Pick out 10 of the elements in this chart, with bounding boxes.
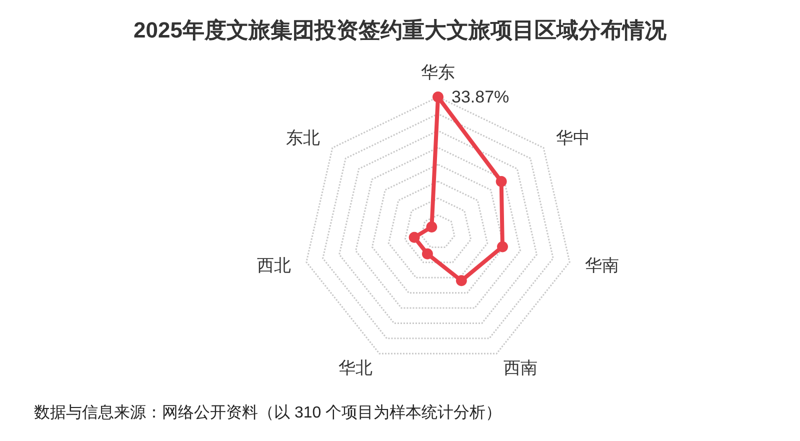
spoke-label: 东北 — [286, 128, 320, 148]
text: 33.87% — [452, 88, 510, 106]
spoke-label: 华北 — [338, 358, 372, 378]
spoke-label: 华东 — [421, 63, 455, 82]
chart-title: 2025年度文旅集团投资签约重大文旅项目区域分布情况 — [134, 18, 668, 42]
spoke-label: 西南 — [504, 358, 538, 378]
spoke-label: 华中 — [556, 128, 590, 148]
text: 数据与信息来源：网络公开资料（以 310 个项目为样本统计分析） — [34, 404, 502, 422]
spoke-label: 西北 — [256, 256, 291, 276]
spoke-label: 华南 — [585, 256, 620, 276]
